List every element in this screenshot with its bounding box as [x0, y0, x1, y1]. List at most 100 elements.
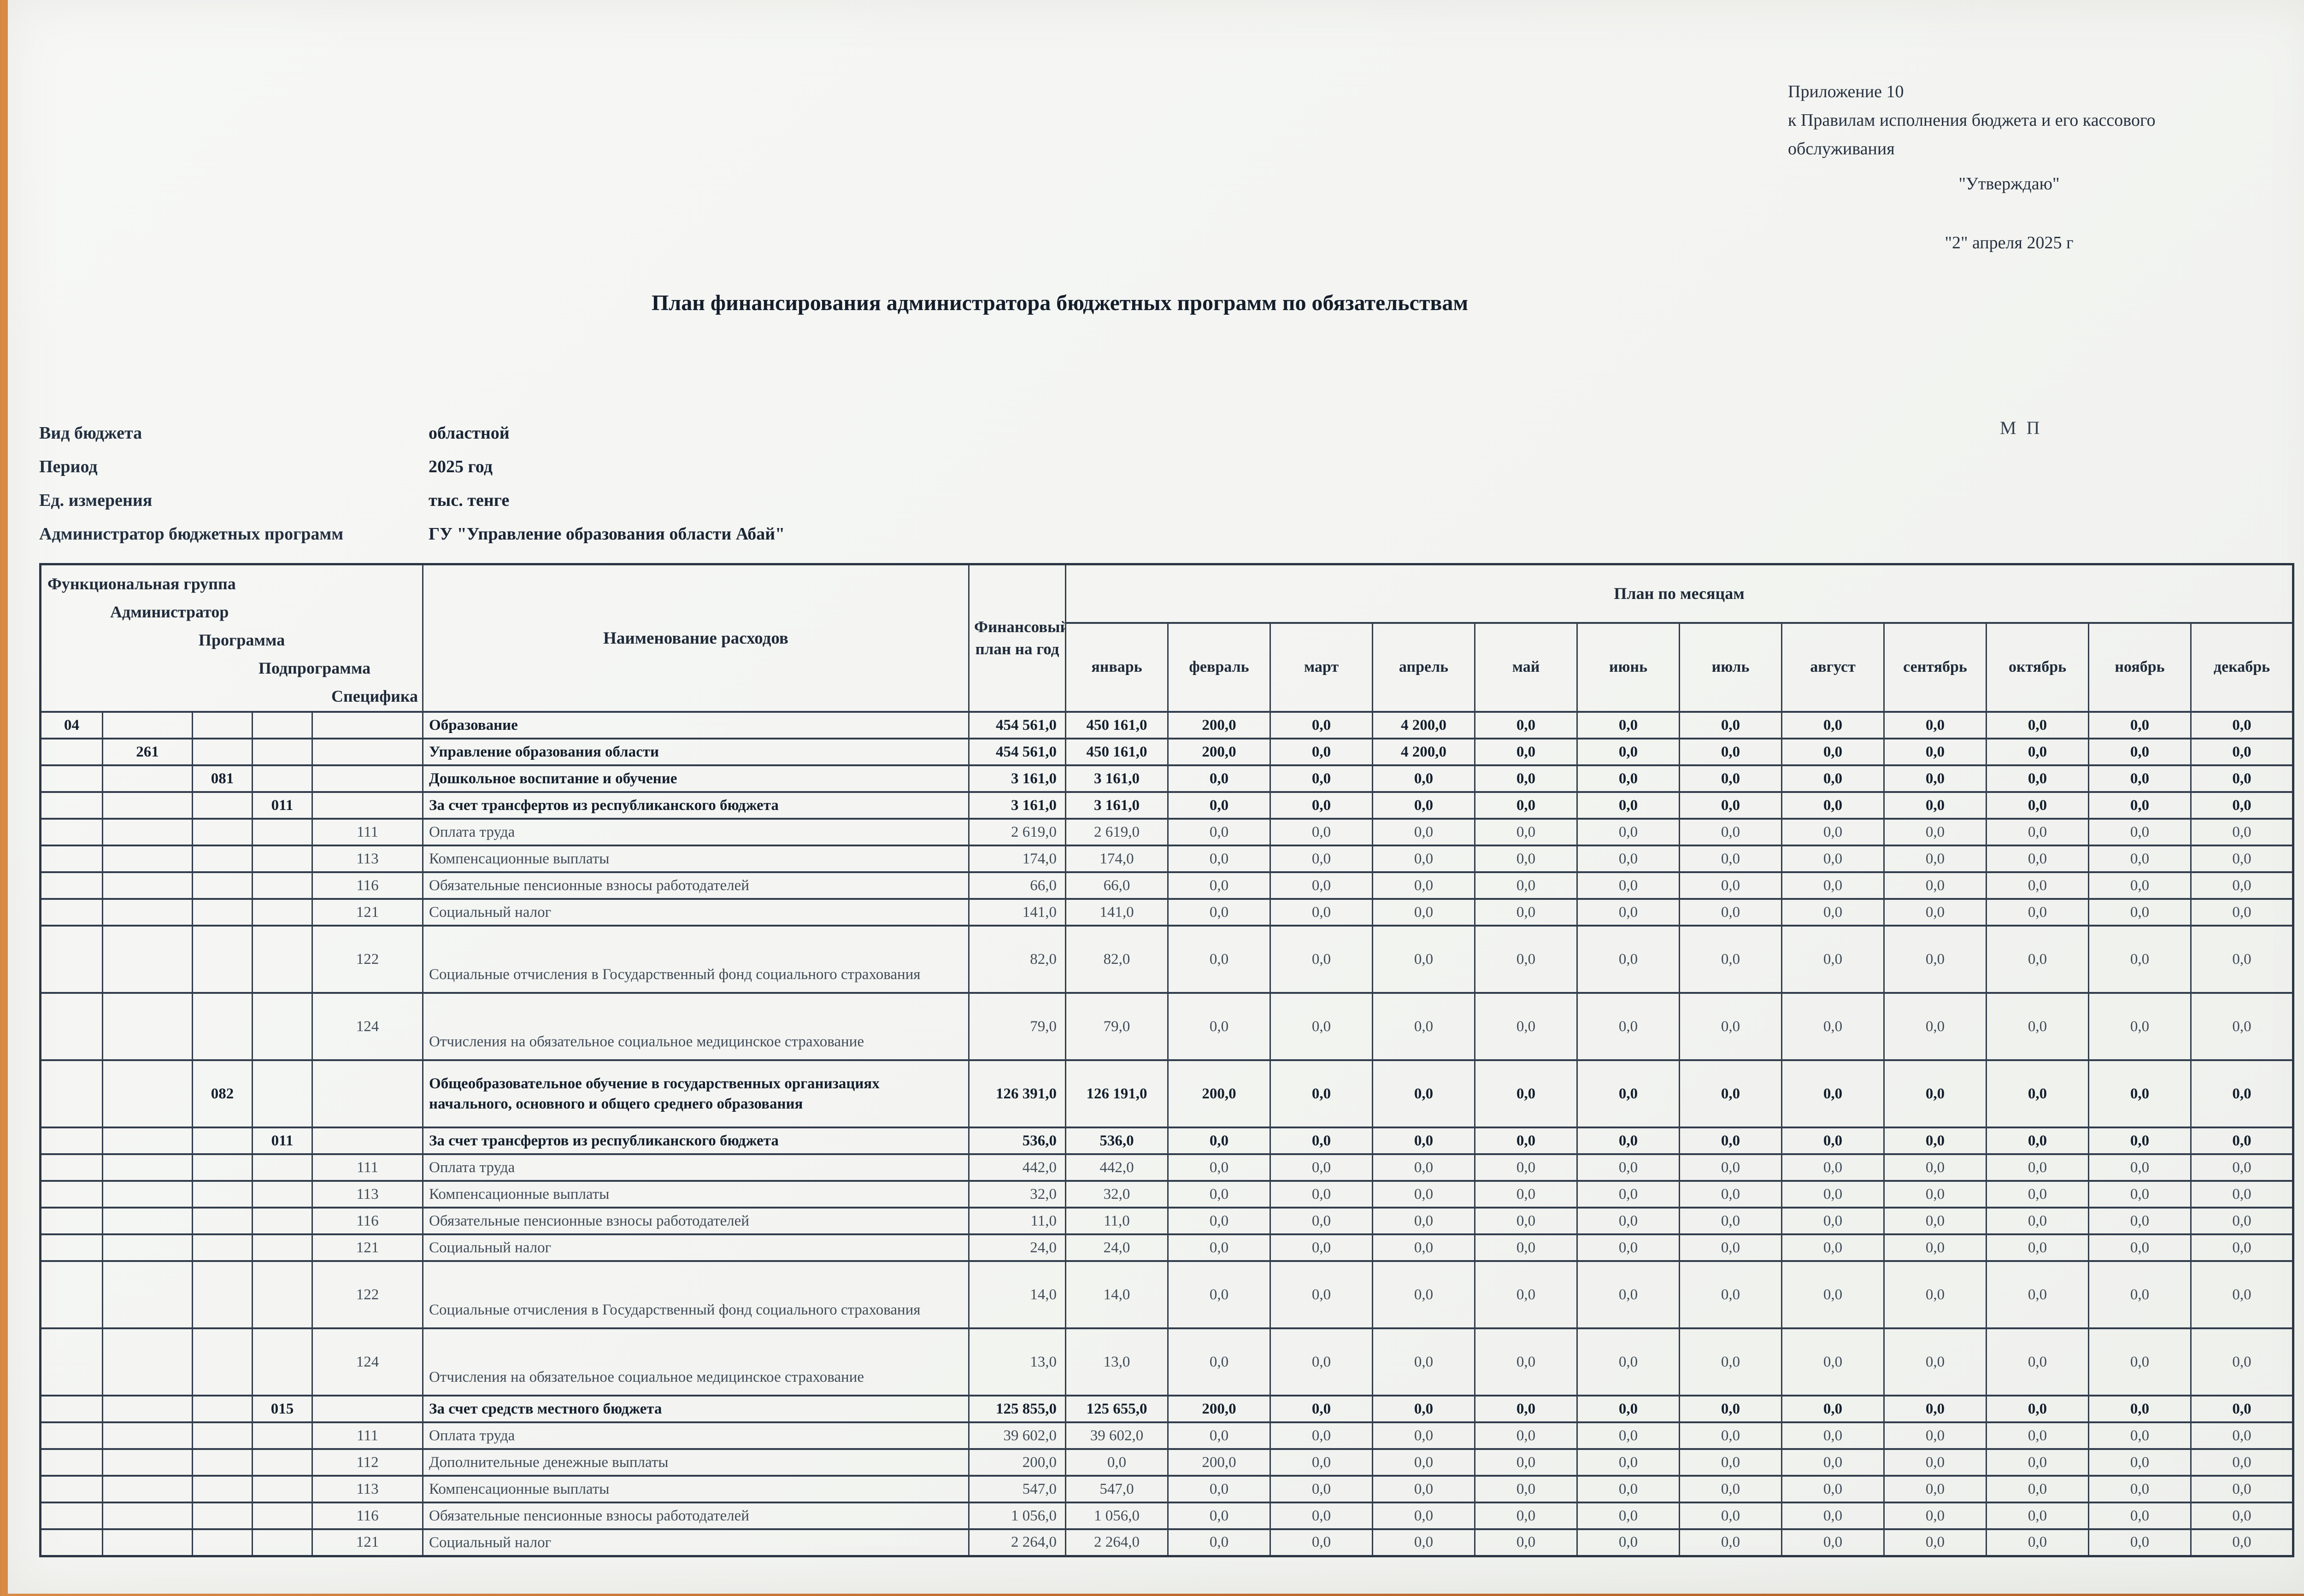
- month-value-cell: 200,0: [1167, 1395, 1271, 1423]
- month-value-cell: 0,0: [1576, 1502, 1681, 1530]
- month-value-cell: 0,0: [1781, 992, 1885, 1061]
- month-value-cell: 0,0: [1474, 1502, 1578, 1530]
- month-value-cell: 0,0: [2190, 1421, 2294, 1450]
- year-plan-cell: 126 391,0: [968, 1059, 1067, 1128]
- month-value-cell: 0,0: [1270, 1059, 1374, 1128]
- month-value-cell: 0,0: [1270, 1153, 1374, 1182]
- month-value-cell: 200,0: [1167, 711, 1271, 739]
- code-cell: 116: [311, 1207, 424, 1235]
- table-row: 011 За счет трансфертов из республиканско…: [40, 791, 2294, 820]
- month-value-cell: 0,0: [2088, 738, 2192, 766]
- table-row: 011 За счет трансфертов из республиканско…: [40, 1127, 2294, 1155]
- month-value-cell: 0,0: [2088, 1207, 2192, 1235]
- month-value-cell: 0,0: [2088, 845, 2192, 873]
- month-header: февраль: [1167, 622, 1271, 713]
- month-value-cell: 200,0: [1167, 1059, 1271, 1128]
- month-value-cell: 200,0: [1167, 738, 1271, 766]
- code-cell: [311, 1059, 424, 1128]
- month-value-cell: 0,0: [1576, 1475, 1681, 1503]
- month-value-cell: 0,0: [2088, 818, 2192, 846]
- code-cell: [40, 1421, 103, 1450]
- meta-label: Ед. измерения: [39, 490, 153, 510]
- month-value-cell: 0,0: [1576, 1327, 1681, 1396]
- code-cell: [252, 1448, 313, 1477]
- table-row: 121 Социальный налог 141,0 141,0 0,0 0,0 0,0 0,…: [40, 898, 2294, 927]
- month-value-cell: 0,0: [1474, 1180, 1578, 1209]
- month-value-cell: 0,0: [1679, 845, 1783, 873]
- month-value-cell: 0,0: [2190, 1528, 2294, 1557]
- code-cell: [252, 738, 313, 766]
- code-cell: [192, 1180, 253, 1209]
- approve-label: "Утверждаю": [1958, 174, 2060, 194]
- month-value-cell: 0,0: [1474, 738, 1578, 766]
- month-value-cell: 0,0: [1986, 1475, 2090, 1503]
- month-value-cell: 0,0: [1986, 1233, 2090, 1262]
- month-value-cell: 3 161,0: [1065, 764, 1169, 793]
- code-cell: [252, 898, 313, 927]
- month-value-cell: 0,0: [1167, 818, 1271, 846]
- code-cell: [192, 711, 253, 739]
- expense-name-cell: Оплата труда: [422, 1153, 970, 1182]
- month-value-cell: 0,0: [1167, 1233, 1271, 1262]
- code-cell: [40, 1233, 103, 1262]
- month-header: январь: [1065, 622, 1169, 713]
- code-cell: [192, 1502, 253, 1530]
- year-plan-cell: 454 561,0: [968, 738, 1067, 766]
- month-value-cell: 0,0: [1883, 791, 1987, 820]
- month-value-cell: 0,0: [1576, 925, 1681, 994]
- code-cell: [40, 1395, 103, 1423]
- code-cell: [192, 845, 253, 873]
- code-cell: 113: [311, 1475, 424, 1503]
- document-title: План финансирования администратора бюдже…: [651, 291, 1469, 315]
- month-value-cell: 0,0: [2190, 845, 2294, 873]
- month-value-cell: 0,0: [1679, 1180, 1783, 1209]
- month-value-cell: 0,0: [1372, 1127, 1476, 1155]
- month-value-cell: 0,0: [1883, 1528, 1987, 1557]
- hierarchy-head: Функциональная группа Администратор Програ…: [39, 563, 424, 713]
- month-value-cell: 0,0: [2088, 1180, 2192, 1209]
- code-cell: [192, 992, 253, 1061]
- month-value-cell: 0,0: [1883, 711, 1987, 739]
- month-value-cell: 0,0: [2190, 791, 2294, 820]
- expense-name-cell: Отчисления на обязательное социальное ме…: [422, 992, 970, 1061]
- month-value-cell: 0,0: [1883, 1421, 1987, 1450]
- table-row: 113 Компенсационные выплаты 547,0 547,0 0,0 0…: [40, 1475, 2294, 1503]
- code-cell: [311, 791, 424, 820]
- appendix-note: Приложение 10 к Правилам исполнения бюдж…: [1788, 77, 2230, 257]
- month-value-cell: 66,0: [1065, 871, 1169, 900]
- month-value-cell: 0,0: [1576, 898, 1681, 927]
- table-row: 124 Отчисления на обязательное социальное…: [40, 1327, 2294, 1396]
- month-value-cell: 0,0: [2190, 1127, 2294, 1155]
- month-value-cell: 0,0: [1270, 1421, 1374, 1450]
- month-value-cell: 0,0: [1883, 1260, 1987, 1329]
- code-cell: [192, 898, 253, 927]
- code-cell: [252, 1207, 313, 1235]
- code-cell: [102, 845, 193, 873]
- expense-name-cell: Обязательные пенсионные взносы работодат…: [422, 1502, 970, 1530]
- expense-name-cell: Социальные отчисления в Государственный …: [422, 1260, 970, 1329]
- code-cell: [192, 791, 253, 820]
- month-value-cell: 442,0: [1065, 1153, 1169, 1182]
- month-value-cell: 14,0: [1065, 1260, 1169, 1329]
- code-cell: [40, 925, 103, 994]
- code-cell: [102, 1475, 193, 1503]
- month-value-cell: 0,0: [1372, 1260, 1476, 1329]
- year-plan-cell: 200,0: [968, 1448, 1067, 1477]
- month-value-cell: 0,0: [1372, 1233, 1476, 1262]
- month-header: август: [1781, 622, 1885, 713]
- month-value-cell: 0,0: [1781, 1153, 1885, 1182]
- year-plan-cell: 24,0: [968, 1233, 1067, 1262]
- month-value-cell: 0,0: [1270, 1528, 1374, 1557]
- month-value-cell: 0,0: [1781, 1233, 1885, 1262]
- expense-name-cell: Социальный налог: [422, 898, 970, 927]
- month-value-cell: 0,0: [1372, 1448, 1476, 1477]
- month-value-cell: 0,0: [1781, 1260, 1885, 1329]
- code-cell: [40, 1327, 103, 1396]
- month-value-cell: 0,0: [1679, 992, 1783, 1061]
- month-value-cell: 0,0: [1986, 1448, 2090, 1477]
- month-value-cell: 0,0: [1883, 871, 1987, 900]
- month-value-cell: 0,0: [1679, 1475, 1783, 1503]
- code-cell: [40, 898, 103, 927]
- table-row: 111 Оплата труда 39 602,0 39 602,0 0,0 0,0 0,0…: [40, 1421, 2294, 1450]
- code-cell: [102, 1127, 193, 1155]
